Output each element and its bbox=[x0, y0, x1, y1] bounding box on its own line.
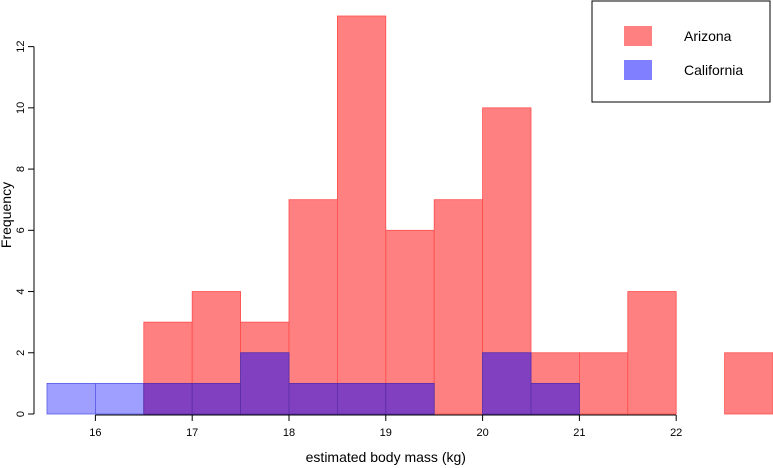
x-tick-label-21: 21 bbox=[573, 427, 585, 439]
legend-label-california: California bbox=[684, 62, 743, 78]
bar-arizona-11 bbox=[579, 352, 629, 415]
x-axis-ticks: 16 17 18 19 20 21 22 bbox=[89, 415, 682, 439]
bar-arizona-12 bbox=[627, 291, 677, 415]
bar-overlap-6 bbox=[336, 382, 387, 415]
y-tick-label-2: 2 bbox=[15, 350, 27, 356]
x-axis-title: estimated body mass (kg) bbox=[306, 449, 466, 465]
bar-california-1 bbox=[95, 382, 145, 415]
bars-layer bbox=[46, 15, 773, 415]
y-tick-label-10: 10 bbox=[15, 102, 27, 114]
axes-layer: 16 17 18 19 20 21 22 0 2 4 6 8 10 12 bbox=[15, 40, 682, 439]
x-tick-label-16: 16 bbox=[89, 427, 101, 439]
y-tick-label-8: 8 bbox=[15, 166, 27, 172]
bar-overlap-4 bbox=[240, 352, 290, 415]
bar-arizona-5 bbox=[288, 199, 338, 415]
bar-overlap-10 bbox=[530, 382, 580, 415]
y-tick-label-12: 12 bbox=[15, 40, 27, 52]
x-tick-label-22: 22 bbox=[670, 427, 682, 439]
legend-swatch-arizona bbox=[624, 26, 652, 46]
y-tick-label-6: 6 bbox=[15, 227, 27, 233]
legend-label-arizona: Arizona bbox=[684, 28, 732, 44]
legend-box bbox=[591, 0, 771, 103]
y-tick-label-4: 4 bbox=[15, 288, 27, 294]
bar-arizona-14 bbox=[724, 352, 773, 415]
bar-california-0 bbox=[46, 382, 96, 415]
x-tick-label-20: 20 bbox=[476, 427, 488, 439]
bar-arizona-8 bbox=[433, 199, 484, 415]
legend-swatch-california bbox=[624, 60, 652, 80]
y-axis-title: Frequency bbox=[0, 182, 14, 248]
bar-overlap-7 bbox=[385, 382, 435, 415]
y-axis-ticks: 0 2 4 6 8 10 12 bbox=[15, 40, 34, 417]
legend: Arizona California bbox=[591, 0, 771, 103]
x-tick-label-18: 18 bbox=[283, 427, 295, 439]
y-tick-label-0: 0 bbox=[15, 411, 27, 417]
bar-overlap-2 bbox=[143, 382, 193, 415]
bar-arizona-6 bbox=[336, 15, 387, 415]
bar-overlap-3 bbox=[191, 382, 241, 415]
bar-overlap-5 bbox=[288, 382, 338, 415]
x-tick-label-19: 19 bbox=[380, 427, 392, 439]
x-tick-label-17: 17 bbox=[186, 427, 198, 439]
bar-overlap-9 bbox=[482, 352, 532, 415]
